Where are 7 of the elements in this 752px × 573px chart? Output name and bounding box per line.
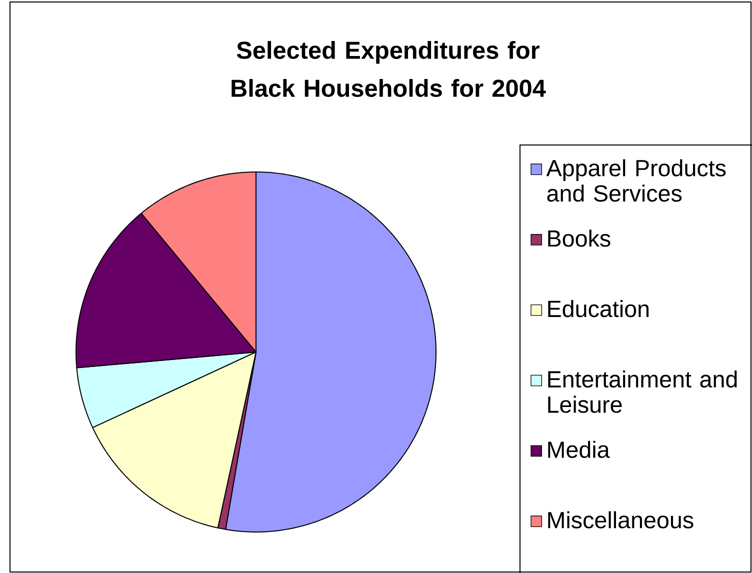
legend-label: Education [548,300,649,318]
chart-title: Selected Expenditures for Black Households for 2004 [232,41,546,97]
legend-label: Media [548,440,610,458]
legend-label: Apparel Products and Services [546,159,726,202]
legend-label: Entertainment and Leisure [548,370,737,413]
legend-label: Books [548,230,610,247]
legend-label: Miscellaneous [548,511,694,528]
